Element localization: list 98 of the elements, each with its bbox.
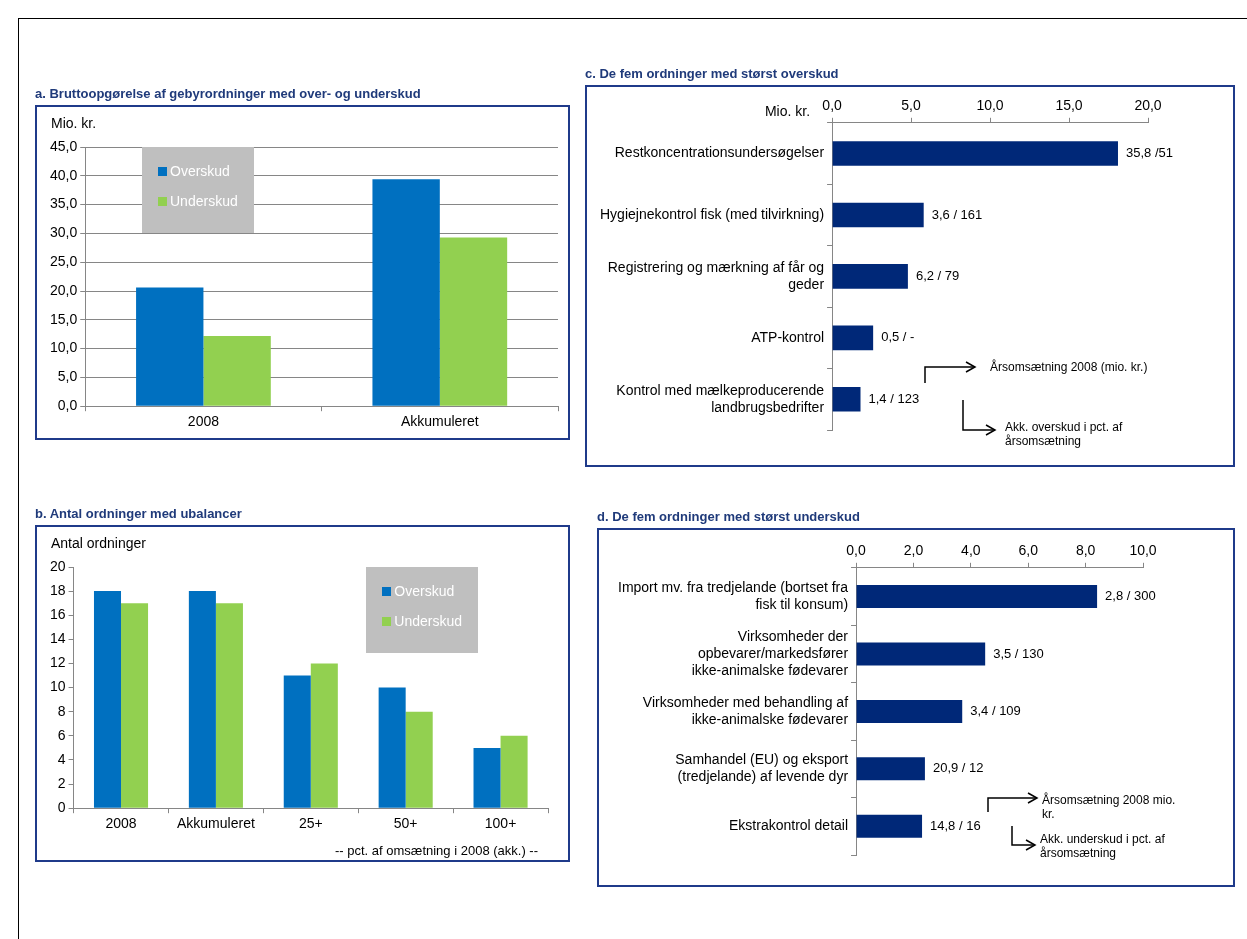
y-tick-label: 20,0 [50,281,78,298]
bar [215,603,243,808]
text: d. De fem ordninger med størst underskud [597,509,860,524]
y-tick-label: 12 [49,654,66,671]
bar [856,699,963,723]
y-tick-label: 0,0 [57,397,78,414]
bar [832,264,908,289]
y-tick-label: 35,0 [50,195,78,212]
annotation: 0,5 / - [881,329,915,345]
y-tick-label: 45,0 [50,137,78,154]
x-tick-label: 10,0 [1129,542,1157,559]
bar [832,386,861,412]
legend-label: Underskud [393,613,462,629]
bar [310,663,338,808]
y-tick-label: 15,0 [50,310,78,327]
annotation: 1,4 / 123 [868,390,920,406]
x-tick-label: 100+ [484,815,517,832]
bar [405,711,433,808]
y-tick-label: 10,0 [50,339,78,356]
y-tick-label: 6 [57,726,66,743]
y-tick-label: Virksomheder med behandling af ikke-animalske fødevarer [642,693,849,727]
y-tick-label: Hygiejnekontrol fisk (med tilvirkning) [600,205,825,222]
y-tick-label: ATP-kontrol [751,328,825,345]
bar [832,141,1118,166]
bar [832,325,874,351]
x-tick-label: Akkumuleret [176,815,255,832]
y-tick-label: 5,0 [57,368,78,385]
bar [203,335,271,406]
x-tick-label: 20,0 [1134,97,1162,114]
annotation: Akk. underskud i pct. af årsomsætning [1040,832,1166,860]
x-tick-label: 15,0 [1055,97,1083,114]
text: c. De fem ordninger med størst overskud [585,66,839,81]
y-tick-label: 2 [57,774,66,791]
bar [378,687,406,808]
bar [473,747,501,808]
x-tick-label: 4,0 [961,542,981,559]
y-tick-label: 16 [49,606,66,623]
bar [93,591,122,808]
x-tick-label: 2008 [105,815,137,832]
y-tick-label: 25,0 [50,253,78,270]
y-tick-label: Import mv. fra tredjelande (bortset fra fisk til konsum) [617,578,849,612]
y-tick-label: 20 [49,557,66,574]
bar [372,179,440,406]
y-tick-label: Virksomheder der opbevarer/markedsfører ikke-animalske fødevarer [691,628,849,678]
chart-title: b. Antal ordninger med ubalancer [35,506,242,521]
bar [856,585,1098,609]
chart-title: a. Bruttoopgørelse af gebyrordninger med over- og underskud [35,86,421,101]
annotation: 35,8 /51 [1125,145,1173,161]
annotation: 3,5 / 130 [993,645,1044,661]
legend-label: Overskud [393,583,456,599]
legend-label: Overskud [169,163,231,179]
y-tick-label: 8 [57,702,66,719]
x-axis-title: Mio. kr. [764,103,811,119]
y-tick-label: Ekstrakontrol detail [728,817,849,834]
y-tick-label: 14 [49,630,66,647]
x-axis-title: -- pct. af omsætning i 2008 (akk.) -- [334,843,538,858]
y-tick-label: 10 [49,678,66,695]
annotation: 20,9 / 12 [932,760,984,776]
legend-label: Underskud [169,193,238,209]
annotation: 14,8 / 16 [930,817,981,833]
bar [500,735,528,808]
annotation: Akk. overskud i pct. af årsomsætning [1005,420,1124,448]
bar [188,591,216,808]
x-tick-label: 8,0 [1075,542,1096,559]
annotation: 3,4 / 109 [970,702,1021,718]
x-tick-label: 5,0 [901,97,921,114]
x-tick-label: 10,0 [976,97,1004,114]
bar [832,202,924,228]
x-tick-label: 6,0 [1018,542,1039,559]
bar [121,603,149,808]
y-tick-label: 40,0 [50,166,78,183]
x-tick-label: Akkumuleret [400,413,479,430]
y-tick-label: 30,0 [50,224,78,241]
bar [136,287,204,406]
annotation: Årsomsætning 2008 mio. kr. [1042,793,1177,821]
bar [283,675,311,808]
bar [856,814,923,838]
y-tick-label: Registrering og mærkning af får og geder [607,258,825,292]
y-tick-label: Samhandel (EU) og eksport (tredjelande) af levende dyr [675,751,849,785]
x-tick-label: 0,0 [846,542,866,559]
x-tick-label: 25+ [298,815,323,832]
annotation: 3,6 / 161 [931,206,983,222]
annotation: 2,8 / 300 [1105,588,1156,604]
annotation: Årsomsætning 2008 (mio. kr.) [990,360,1149,374]
bar [856,642,986,666]
x-tick-label: 2,0 [903,542,924,559]
bar [856,757,925,781]
x-tick-label: 50+ [393,815,418,832]
y-axis-title: Antal ordninger [51,535,146,551]
x-tick-label: 2008 [187,413,220,430]
y-tick-label: 4 [57,750,66,767]
y-tick-label: Restkoncentrationsundersøgelser [614,144,825,161]
bar [439,237,508,406]
y-axis-title: Mio. kr. [51,115,97,131]
y-tick-label: 0 [57,799,66,816]
y-tick-label: Kontrol med mælkeproducerende landbrugsbedrifter [616,381,825,415]
annotation: 6,2 / 79 [915,267,960,283]
y-tick-label: 18 [49,581,66,598]
